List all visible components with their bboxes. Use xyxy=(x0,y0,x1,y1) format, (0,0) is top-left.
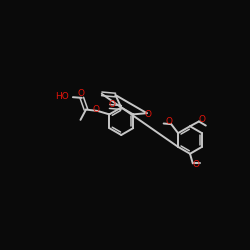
Text: O: O xyxy=(108,100,116,110)
Text: O: O xyxy=(78,89,85,98)
Text: O: O xyxy=(192,160,199,169)
Text: O: O xyxy=(166,117,173,126)
Text: O: O xyxy=(92,105,99,114)
Text: O: O xyxy=(198,115,205,124)
Text: HO: HO xyxy=(55,92,68,101)
Text: O: O xyxy=(145,110,152,119)
